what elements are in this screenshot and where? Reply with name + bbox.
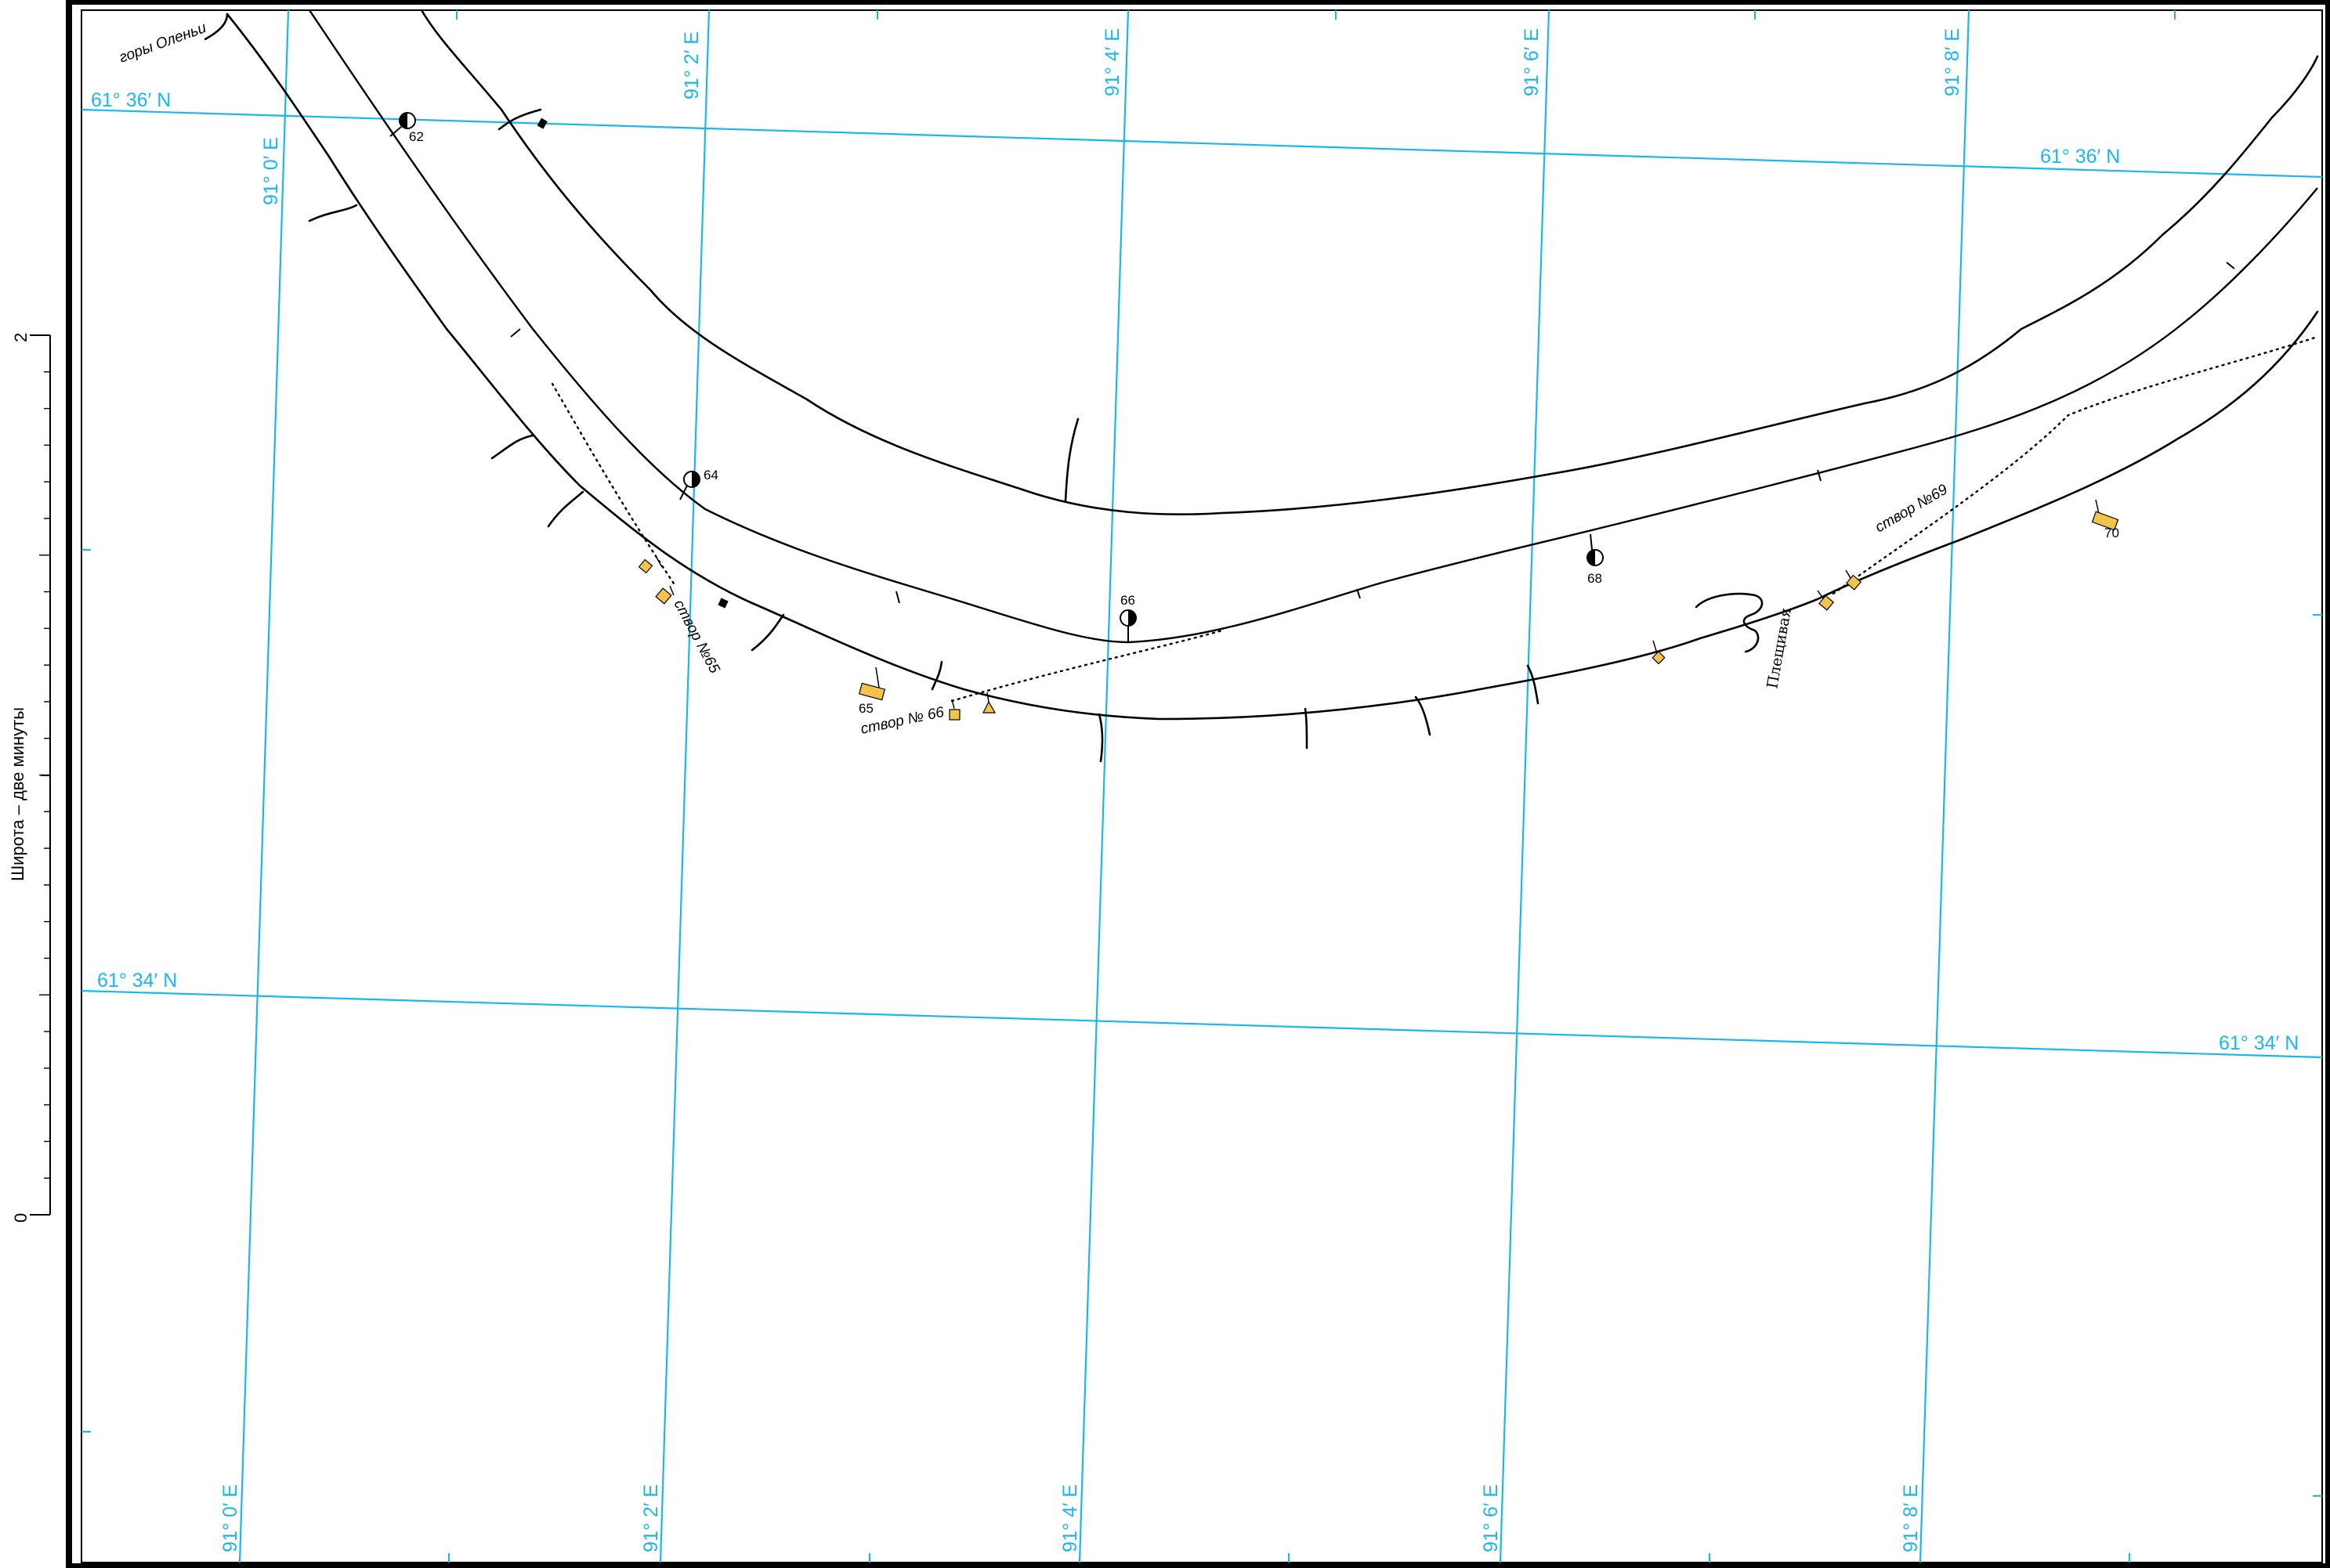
half-filled-circle-buoy-icon: [1128, 610, 1136, 626]
alignment-label-65: створ №65: [671, 597, 723, 676]
half-filled-circle-buoy-icon: [692, 471, 700, 487]
longitude-line-91-8: [1919, 9, 1970, 1563]
alignment-line-69: [1832, 335, 2319, 595]
buoy-64[interactable]: 64: [679, 468, 718, 500]
sailing-line-ticks: [510, 262, 2235, 604]
leading-mark-icon: [1846, 574, 1862, 591]
mountains-shore: [204, 13, 229, 41]
leading-mark-icon: [949, 709, 961, 721]
lon-label-91-0-bottom: 91° 0′ E: [219, 1484, 241, 1552]
triangle-mark-icon: [982, 700, 997, 714]
longitude-line-91-0: [238, 9, 290, 1563]
half-filled-circle-buoy-icon: [400, 113, 407, 128]
buoy-66[interactable]: 66: [1120, 593, 1137, 642]
river-right-bank: [420, 9, 2319, 516]
leading-mark-icon: [1652, 651, 1666, 665]
lon-label-91-8-top: 91° 8′ E: [1941, 28, 1963, 96]
lat-label-61-36-right: 61° 36′ N: [2040, 146, 2120, 168]
buoy-number: 66: [1120, 593, 1135, 608]
longitude-line-91-4: [1078, 9, 1130, 1563]
kilometer-sign-number: 65: [859, 701, 874, 716]
alignment-line-66: [950, 629, 1224, 703]
lon-label-91-4-bottom: 91° 4′ E: [1059, 1484, 1081, 1552]
landmark-icon: [718, 598, 729, 609]
leading-mark-icon: [1818, 594, 1835, 611]
leading-mark-icon: [655, 587, 672, 605]
creek-pleshchivaya: [1695, 592, 1764, 653]
half-filled-circle-buoy-icon: [1587, 550, 1595, 565]
map-outer-frame: [66, 0, 2330, 1568]
map-inner-frame: [81, 9, 2323, 1563]
buoy-number: 64: [704, 468, 718, 482]
latitude-scale-bar: 2 0 Широта – две минуты: [8, 333, 51, 1223]
leading-mark-icon: [638, 558, 653, 574]
frame-ticks: [81, 10, 2322, 1563]
kilometer-sign-65[interactable]: 65: [858, 667, 886, 716]
buoy-number: 62: [409, 129, 424, 144]
longitude-line-91-2: [659, 9, 711, 1563]
buoy-62[interactable]: 62: [389, 112, 424, 144]
lon-label-91-2-top: 91° 2′ E: [681, 31, 703, 99]
lon-label-91-8-bottom: 91° 8′ E: [1900, 1484, 1922, 1552]
kilometer-sign-icon: [2091, 511, 2119, 531]
lat-label-61-34-left: 61° 34′ N: [97, 970, 177, 992]
kilometer-sign-70[interactable]: 70: [2091, 499, 2119, 540]
lon-label-91-6-bottom: 91° 6′ E: [1480, 1484, 1502, 1552]
sailing-line: [309, 9, 2318, 644]
lon-label-91-2-bottom: 91° 2′ E: [640, 1484, 662, 1552]
place-name-creek: Плещивая: [1764, 606, 1795, 689]
latitude-line-61-34: [81, 989, 2323, 1059]
alignment-label-69: створ №69: [1872, 481, 1951, 536]
lon-label-91-6-top: 91° 6′ E: [1521, 28, 1543, 96]
lon-label-91-0-top: 91° 0′ E: [260, 137, 282, 205]
scale-label: Широта – две минуты: [8, 707, 27, 881]
buoy-number: 68: [1587, 571, 1602, 586]
buoy-68[interactable]: 68: [1586, 533, 1604, 586]
scale-tick-2: 2: [11, 333, 31, 342]
scale-tick-0: 0: [11, 1213, 31, 1223]
lat-label-61-34-right: 61° 34′ N: [2219, 1032, 2299, 1054]
alignment-line-65: [551, 382, 675, 585]
kilometer-sign-number: 70: [2104, 526, 2119, 540]
lon-label-91-4-top: 91° 4′ E: [1102, 28, 1123, 96]
lat-label-61-36-left: 61° 36′ N: [91, 89, 171, 111]
landmark-icon: [537, 117, 548, 129]
river-left-bank: [226, 13, 2319, 721]
shore-signs: [638, 555, 1862, 721]
longitude-line-91-6: [1499, 9, 1550, 1563]
kilometer-sign-icon: [858, 682, 886, 701]
place-name-mountains: горы Оленьи: [118, 20, 209, 67]
latitude-line-61-36: [81, 108, 2323, 179]
tributaries: [308, 108, 1539, 763]
